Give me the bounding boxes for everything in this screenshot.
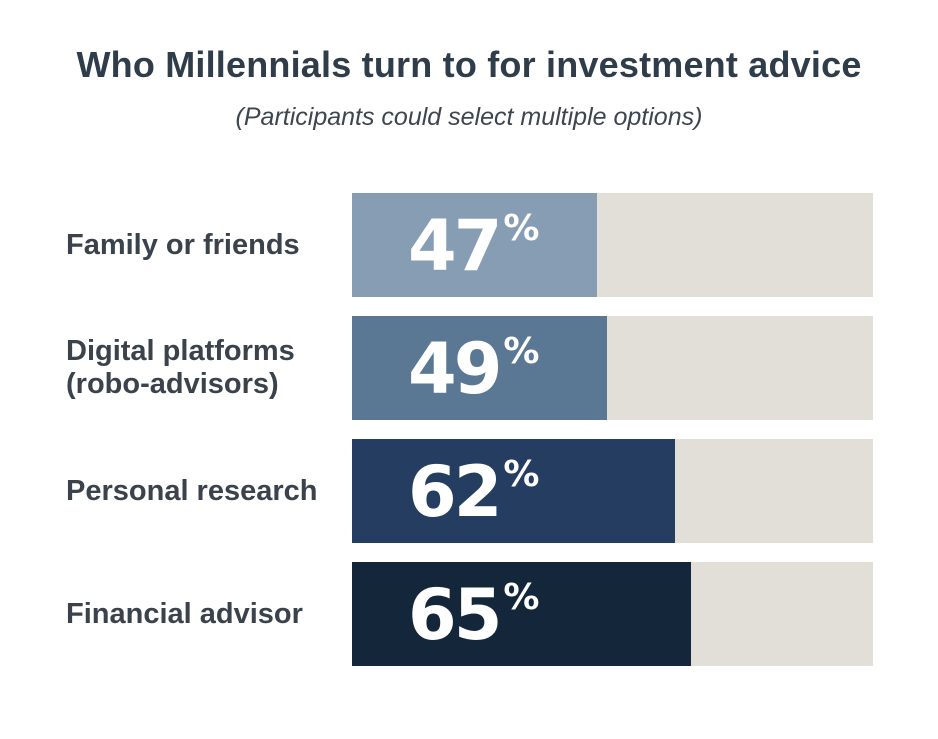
bar-row: Family or friends 47% <box>0 193 938 297</box>
category-label: Digital platforms (robo-advisors) <box>66 335 295 400</box>
data-label: 65% <box>408 576 540 654</box>
data-label-value: 47 <box>408 205 502 287</box>
bar-row: Digital platforms (robo-advisors) 49% <box>0 316 938 420</box>
bar: 65% <box>352 562 691 666</box>
data-label: 62% <box>408 453 540 531</box>
chart-title: Who Millennials turn to for investment a… <box>76 44 862 85</box>
chart-subtitle: (Participants could select multiple opti… <box>235 103 703 131</box>
data-label-value: 65 <box>408 574 502 656</box>
data-label: 47% <box>408 207 540 285</box>
bar-row: Financial advisor 65% <box>0 562 938 666</box>
data-label-value: 62 <box>408 451 502 533</box>
bar-track: 65% <box>352 562 873 666</box>
bar-track: 49% <box>352 316 873 420</box>
data-label-value: 49 <box>408 328 502 410</box>
percent-sign: % <box>503 454 540 495</box>
percent-sign: % <box>503 331 540 372</box>
bar-track: 47% <box>352 193 873 297</box>
percent-sign: % <box>503 208 540 249</box>
category-label: Family or friends <box>66 228 300 261</box>
bar: 49% <box>352 316 607 420</box>
data-label: 49% <box>408 330 540 408</box>
bar: 62% <box>352 439 675 543</box>
bar: 47% <box>352 193 597 297</box>
category-label: Financial advisor <box>66 597 303 630</box>
category-label: Personal research <box>66 474 318 507</box>
percent-sign: % <box>503 577 540 618</box>
bar-track: 62% <box>352 439 873 543</box>
bar-row: Personal research 62% <box>0 439 938 543</box>
